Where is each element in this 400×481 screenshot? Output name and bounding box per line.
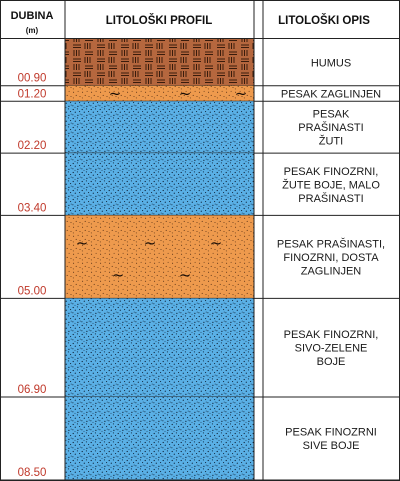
depth-label: 02.20 [18,140,47,152]
layer-description: PRAŠINASTI [298,121,363,134]
clay-symbol-icon: ~ [179,266,192,284]
layer-description: PRAŠINASTI [298,192,363,205]
layer-description: ŽUTI [319,135,343,148]
clay-symbol-icon: ~ [112,266,125,284]
clay-symbol-icon: ~ [235,84,248,102]
depth-label: 08.50 [18,467,47,479]
depth-label: 06.90 [18,384,47,396]
layer-description: PESAK FINOZRNI [285,427,377,439]
header-row: DUBINA (m) LITOLOŠKI PROFIL LITOLOŠKI OP… [0,0,400,39]
layer-description: BOJE [317,356,346,368]
layer-sand-4 [65,153,254,216]
clay-symbol-icon: ~ [210,234,223,252]
layer-description: PESAK [313,109,350,121]
depth-header: DUBINA [11,10,54,22]
layer-description: ZAGLINJEN [301,265,362,277]
layer-clayey-sand-5 [65,215,254,299]
layer-clayey-sand-2 [65,85,254,102]
description-header: LITOLOŠKI OPIS [278,14,370,27]
depth-label: 01.20 [18,88,47,100]
layer-sand-7 [65,396,254,480]
layer-description: SIVO-ZELENE [295,343,368,355]
depth-unit: (m) [26,26,39,35]
layer-sand-3 [65,101,254,154]
layer-description: PESAK PRAŠINASTI, [277,237,385,250]
depth-label: 03.40 [18,202,47,214]
layer-stack: 00.90 HUMUS ~ ~ ~01.20 PESAK ZAGLINJEN 02.20 PE… [0,39,400,481]
layer-description: PESAK FINOZRNI, [284,166,379,178]
layer-description: HUMUS [311,57,351,69]
depth-label: 00.90 [18,73,47,85]
layer-humus-1 [65,39,254,86]
depth-label: 05.00 [18,285,47,297]
clay-symbol-icon: ~ [179,84,192,102]
layer-description: PESAK ZAGLINJEN [281,88,381,100]
layer-description: FINOZRNI, DOSTA [283,252,379,264]
clay-symbol-icon: ~ [109,84,122,102]
layer-sand-6 [65,298,254,397]
profile-header: LITOLOŠKI PROFIL [106,14,212,27]
layer-description: ŽUTE BOJE, MALO [282,178,380,191]
layer-description: SIVE BOJE [303,440,360,452]
layer-description: PESAK FINOZRNI, [284,329,379,341]
clay-symbol-icon: ~ [76,234,89,252]
clay-symbol-icon: ~ [144,234,157,252]
